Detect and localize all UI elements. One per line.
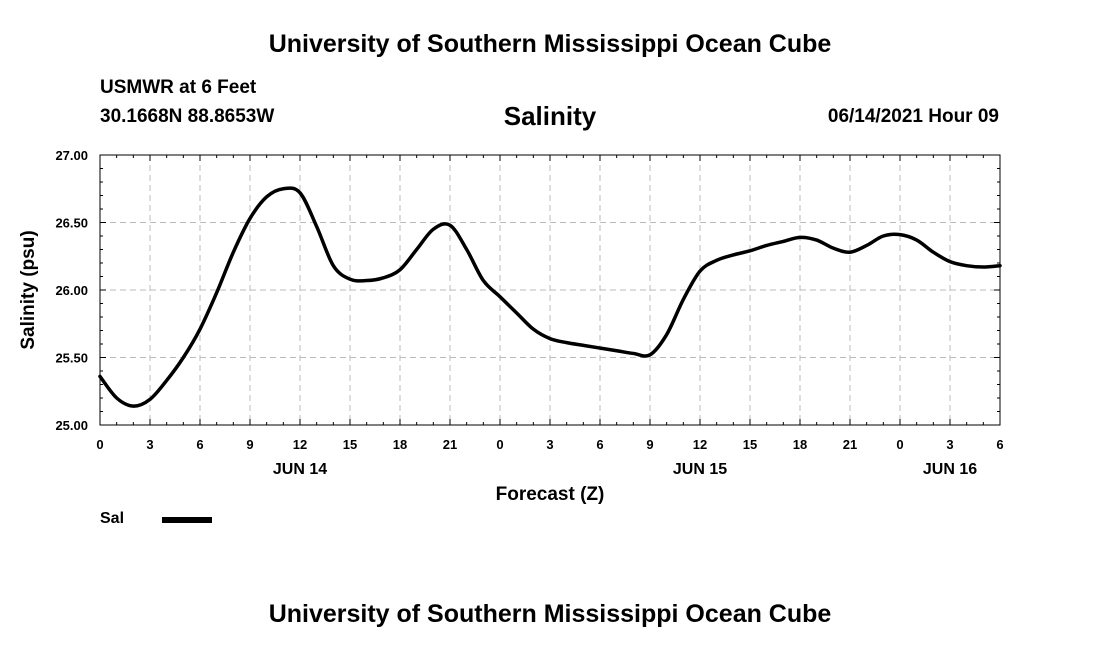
x-day-label: JUN 15 (673, 461, 727, 478)
y-tick-label: 26.00 (55, 283, 88, 298)
x-day-label: JUN 14 (273, 461, 327, 478)
y-tick-label: 27.00 (55, 148, 88, 163)
chart-grid (100, 155, 1000, 425)
x-tick-label: 18 (393, 437, 407, 452)
x-tick-label: 3 (146, 437, 153, 452)
chart-title: Salinity (503, 101, 597, 131)
x-tick-label: 0 (496, 437, 503, 452)
chart-axes: 0 3 6 9 12 15 18 21 0 3 6 9 12 15 18 21 0 3 6 25.00 25.50 26.… (55, 148, 1003, 478)
y-tick-label: 25.00 (55, 418, 88, 433)
y-tick-label: 25.50 (55, 351, 88, 366)
x-tick-label: 6 (996, 437, 1003, 452)
y-tick-label: 26.50 (55, 216, 88, 231)
x-day-label: JUN 16 (923, 461, 977, 478)
x-tick-label: 15 (343, 437, 357, 452)
x-tick-label: 9 (646, 437, 653, 452)
x-tick-label: 12 (693, 437, 707, 452)
page-title: University of Southern Mississippi Ocean… (268, 30, 832, 58)
x-tick-label: 6 (596, 437, 603, 452)
y-axis-label: Salinity (psu) (18, 230, 39, 349)
station-coordinates: 30.1668N 88.8653W (100, 106, 275, 127)
x-tick-label: 9 (246, 437, 253, 452)
x-tick-label: 3 (946, 437, 953, 452)
series-line-sal (98, 186, 1002, 408)
x-tick-label: 6 (196, 437, 203, 452)
forecast-time: 06/14/2021 Hour 09 (827, 106, 999, 127)
x-axis-label: Forecast (Z) (496, 484, 605, 505)
x-tick-label: 3 (546, 437, 553, 452)
plot-frame (99, 154, 1001, 426)
x-tick-label: 0 (96, 437, 103, 452)
x-tick-label: 0 (896, 437, 903, 452)
footer-title: University of Southern Mississippi Ocean… (268, 600, 832, 628)
x-tick-label: 18 (793, 437, 807, 452)
station-name: USMWR at 6 Feet (100, 77, 257, 98)
chart-series (98, 186, 1002, 408)
legend-label: Sal (100, 510, 125, 527)
x-tick-label: 21 (843, 437, 857, 452)
x-tick-label: 21 (443, 437, 457, 452)
x-tick-label: 15 (743, 437, 757, 452)
legend-swatch (162, 517, 212, 523)
x-tick-label: 12 (293, 437, 307, 452)
